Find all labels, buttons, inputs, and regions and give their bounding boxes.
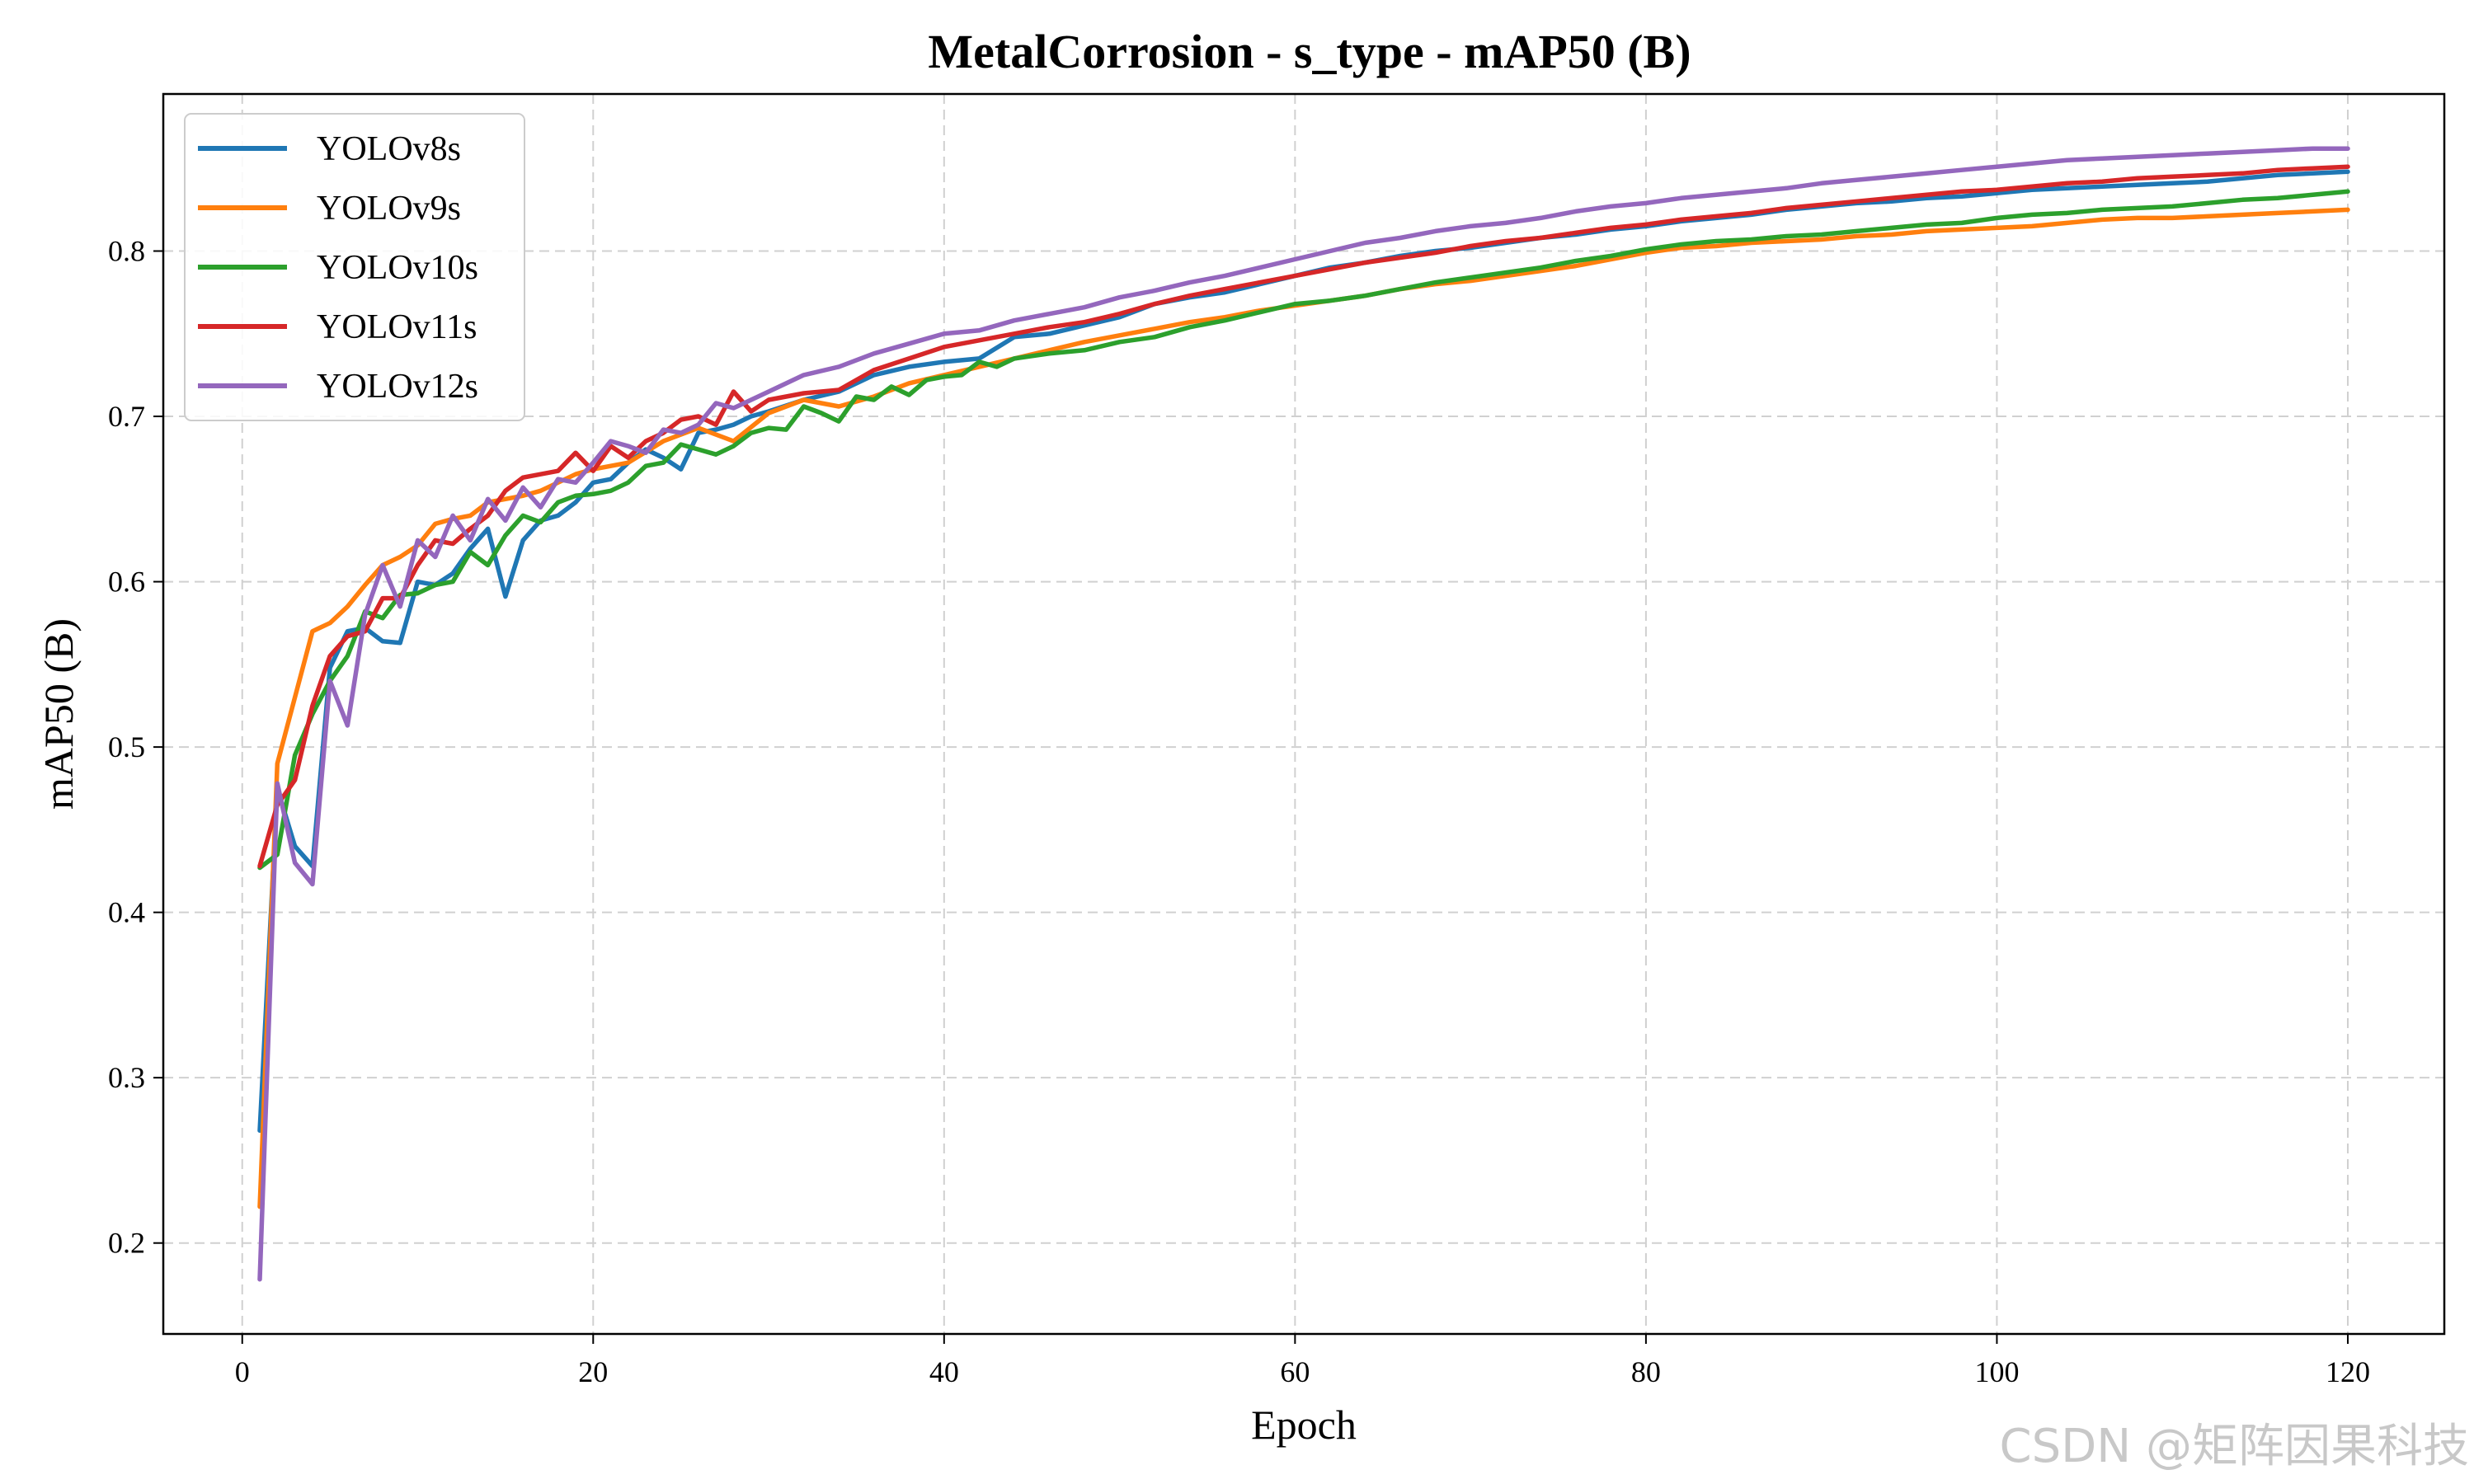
x-tick-label: 80 — [1631, 1355, 1661, 1388]
series-line-yolov12s — [257, 146, 2350, 1282]
y-tick-label: 0.6 — [108, 566, 145, 599]
y-tick-label: 0.3 — [108, 1061, 145, 1094]
legend: YOLOv8s YOLOv9s YOLOv10s YOLOv11s YOLOv12s — [184, 113, 525, 421]
series-line-yolov9s — [257, 207, 2350, 1209]
plot-frame — [162, 92, 2446, 1336]
y-tick-label: 0.7 — [108, 400, 145, 433]
y-tick-label: 0.2 — [108, 1227, 145, 1260]
x-tick-label: 60 — [1280, 1355, 1310, 1388]
series-lines — [257, 146, 2350, 1282]
y-axis-ticks: 0.2 0.3 0.4 0.5 0.6 0.7 0.8 — [108, 235, 163, 1260]
series-line-yolov8s — [257, 169, 2350, 1134]
legend-label: YOLOv10s — [317, 249, 478, 287]
series-line-yolov10s — [257, 189, 2350, 871]
legend-box — [184, 113, 525, 421]
x-axis-ticks: 0 20 40 60 80 100 120 — [235, 1334, 2370, 1388]
chart-title: MetalCorrosion - s_type - mAP50 (B) — [928, 25, 1691, 78]
legend-label: YOLOv12s — [317, 368, 478, 406]
x-tick-label: 100 — [1974, 1355, 2019, 1388]
legend-label: YOLOv11s — [317, 308, 477, 346]
legend-label: YOLOv8s — [317, 130, 461, 168]
y-tick-label: 0.4 — [108, 896, 145, 929]
y-tick-label: 0.5 — [108, 730, 145, 763]
y-axis-label: mAP50 (B) — [35, 618, 82, 810]
legend-label: YOLOv9s — [317, 190, 461, 228]
x-tick-label: 120 — [2326, 1355, 2370, 1388]
x-tick-label: 40 — [929, 1355, 959, 1388]
x-tick-label: 0 — [235, 1355, 250, 1388]
watermark: CSDN @矩阵因果科技 — [1999, 1420, 2469, 1473]
y-tick-label: 0.8 — [108, 235, 145, 268]
grid — [163, 94, 2444, 1334]
x-tick-label: 20 — [578, 1355, 608, 1388]
x-axis-label: Epoch — [1251, 1402, 1357, 1448]
